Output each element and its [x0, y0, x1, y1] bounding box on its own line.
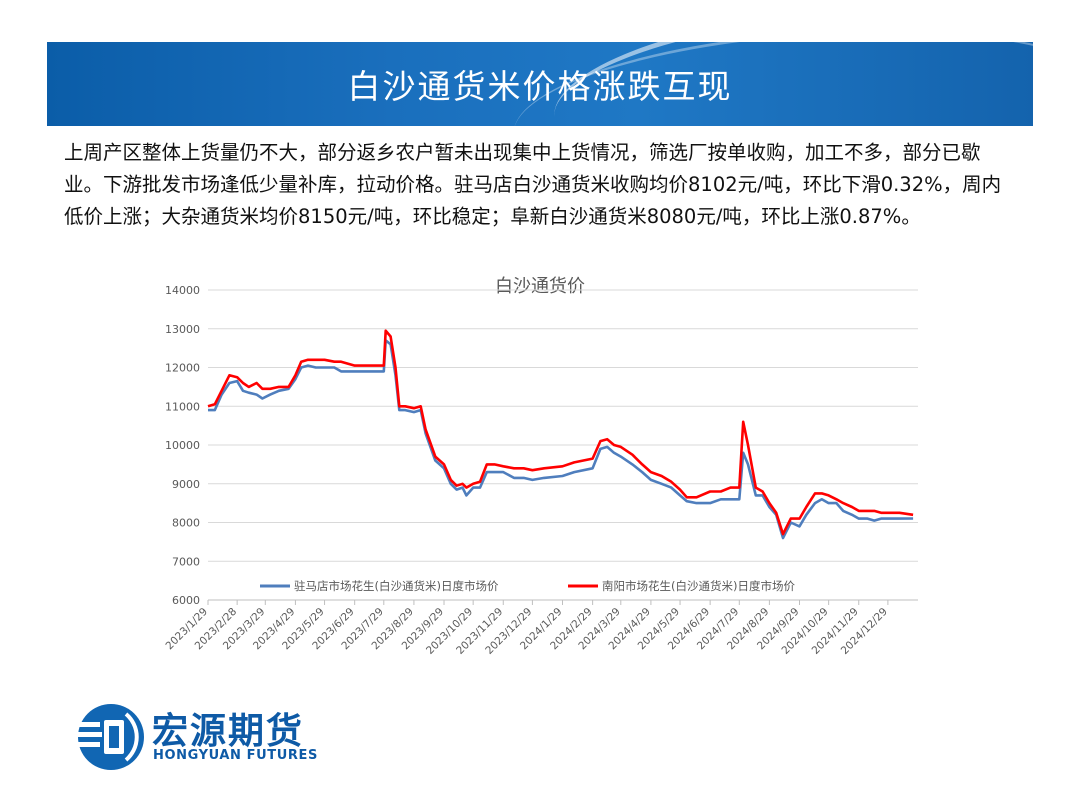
hongyuan-logo-icon — [76, 704, 144, 770]
y-tick-label: 10000 — [165, 439, 200, 452]
y-tick-label: 7000 — [172, 555, 200, 568]
y-tick-label: 6000 — [172, 594, 200, 607]
series-line-1 — [208, 339, 914, 540]
price-chart-svg: 白沙通货价 6000 7000 8000 9000 10000 11000 12000 130… — [164, 276, 918, 657]
chart-title: 白沙通货价 — [495, 276, 585, 297]
title-banner: 白沙通货米价格涨跌互现 — [47, 42, 1033, 126]
y-tick-label: 14000 — [165, 284, 200, 297]
page-title: 白沙通货米价格涨跌互现 — [347, 67, 733, 106]
chart-legend: 驻马店市场花生(白沙通货米)日度市场价 南阳市场花生(白沙通货米)日度市场价 — [260, 579, 795, 593]
logo-name: 宏源期货 — [152, 711, 305, 752]
summary-paragraph: 上周产区整体上货量仍不大，部分返乡农户暂未出现集中上货情况，筛选厂按单收购，加工… — [64, 141, 1002, 228]
price-chart: 白沙通货价 6000 7000 8000 9000 10000 11000 12000 130… — [150, 270, 930, 680]
legend-label-2: 南阳市场花生(白沙通货米)日度市场价 — [602, 579, 795, 593]
logo-english-name: HONGYUAN FUTURES — [153, 748, 318, 763]
chart-axes: 6000 7000 8000 9000 10000 11000 12000 13000 1400… — [164, 284, 918, 657]
chart-grid — [208, 289, 918, 601]
company-logo: 宏源期货 HONGYUAN FUTURES — [74, 700, 334, 780]
y-tick-label: 8000 — [172, 517, 200, 530]
y-tick-label: 9000 — [172, 478, 200, 491]
legend-label-1: 驻马店市场花生(白沙通货米)日度市场价 — [294, 579, 499, 593]
y-tick-label: 11000 — [165, 400, 200, 413]
chart-series — [207, 329, 914, 540]
series-line-2 — [207, 329, 914, 536]
y-tick-label: 13000 — [165, 323, 200, 336]
y-tick-label: 12000 — [165, 362, 200, 375]
